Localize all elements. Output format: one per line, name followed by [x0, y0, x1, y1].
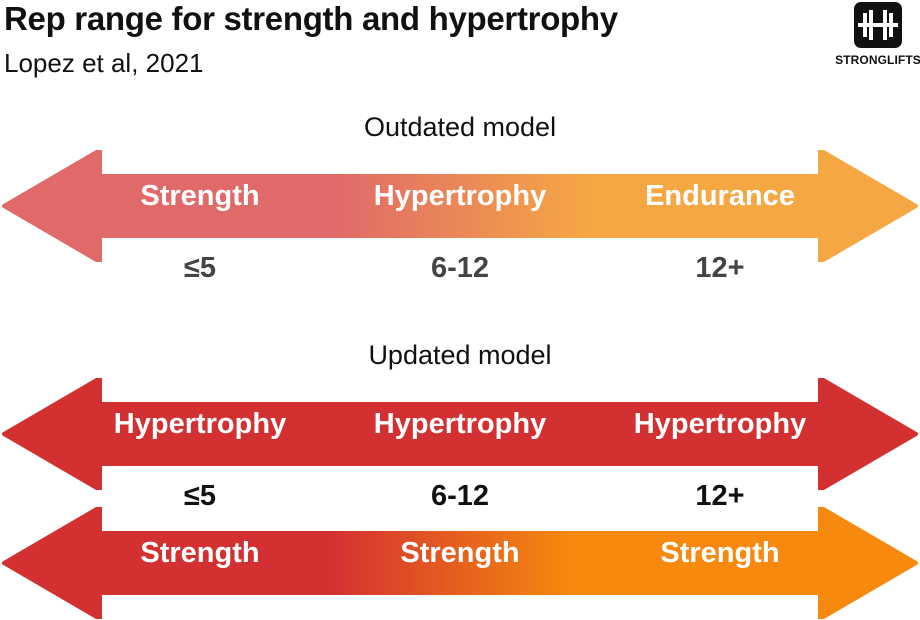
updated-model-heading: Updated model	[368, 340, 552, 370]
logo-wordmark: STRONGLIFTS	[835, 53, 920, 67]
updated-label-hypertrophy-mid: Hypertrophy	[373, 408, 547, 440]
outdated-label-endurance: Endurance	[645, 180, 795, 212]
updated-label-strength-mid: Strength	[400, 537, 520, 569]
outdated-rep-low: ≤5	[183, 252, 217, 284]
outdated-label-hypertrophy: Hypertrophy	[373, 180, 547, 212]
page-subtitle: Lopez et al, 2021	[4, 48, 204, 78]
outdated-label-strength: Strength	[140, 180, 260, 212]
stronglifts-logo: STRONGLIFTS	[832, 2, 920, 72]
barbell-icon	[854, 2, 902, 48]
outdated-rep-high: 12+	[695, 252, 745, 284]
updated-label-strength-high: Strength	[660, 537, 780, 569]
updated-label-strength-low: Strength	[140, 537, 260, 569]
outdated-model-heading: Outdated model	[363, 112, 557, 142]
updated-rep-low: ≤5	[183, 480, 217, 512]
updated-rep-mid: 6-12	[430, 480, 490, 512]
updated-hypertrophy-arrow: Hypertrophy Hypertrophy Hypertrophy	[0, 378, 920, 490]
outdated-arrow: Strength Hypertrophy Endurance	[0, 150, 920, 262]
updated-rep-high: 12+	[695, 480, 745, 512]
outdated-rep-mid: 6-12	[430, 252, 490, 284]
page-title: Rep range for strength and hypertrophy	[4, 0, 618, 37]
updated-label-hypertrophy-low: Hypertrophy	[113, 408, 287, 440]
updated-label-hypertrophy-high: Hypertrophy	[633, 408, 807, 440]
updated-strength-arrow: Strength Strength Strength	[0, 507, 920, 619]
